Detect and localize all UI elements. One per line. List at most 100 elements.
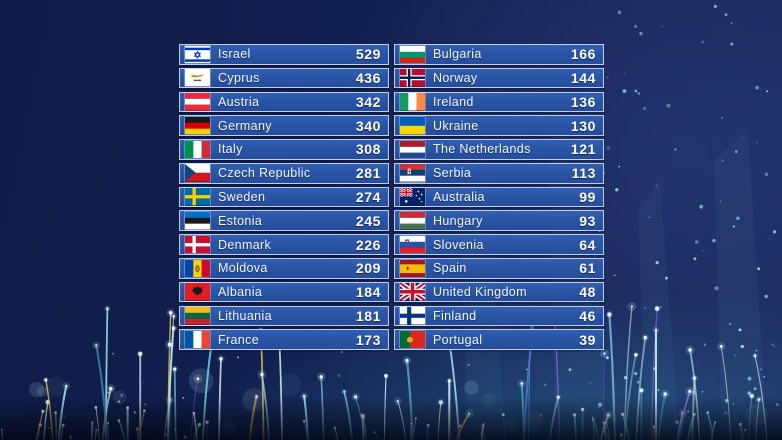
points-value: 436 xyxy=(355,70,381,87)
country-name: Moldova xyxy=(218,261,268,276)
scoreboard: Israel 529 Cyprus 436 Austria 342 Germany 340 It… xyxy=(179,44,604,350)
points-value: 99 xyxy=(579,188,596,205)
country-name: Germany xyxy=(218,118,272,133)
country-name: Hungary xyxy=(433,213,483,228)
points-value: 529 xyxy=(355,46,381,63)
score-row: Slovenia 64 xyxy=(394,234,604,255)
points-value: 121 xyxy=(570,141,596,158)
points-value: 226 xyxy=(355,236,381,253)
score-row: Norway 144 xyxy=(394,67,604,89)
country-name: Australia xyxy=(433,189,485,204)
score-row: Spain 61 xyxy=(394,258,604,279)
score-row: Ukraine 130 xyxy=(394,115,604,136)
country-name: Sweden xyxy=(218,189,266,204)
score-row: Denmark 226 xyxy=(179,234,389,255)
score-row: Cyprus 436 xyxy=(179,67,389,89)
flag-ukraine-icon xyxy=(400,116,425,135)
flag-finland-icon xyxy=(400,307,425,325)
country-name: Czech Republic xyxy=(218,166,311,181)
score-row: Italy 308 xyxy=(179,139,389,160)
points-value: 342 xyxy=(355,93,381,110)
points-value: 308 xyxy=(355,141,381,158)
country-name: France xyxy=(218,332,260,347)
country-name: Spain xyxy=(433,261,467,276)
points-value: 39 xyxy=(579,331,596,348)
points-value: 136 xyxy=(570,93,596,110)
score-row: Bulgaria 166 xyxy=(394,44,604,65)
flag-slovenia-icon xyxy=(400,235,425,254)
flag-sweden-icon xyxy=(185,188,210,206)
flag-spain-icon xyxy=(400,259,425,278)
points-value: 274 xyxy=(355,188,381,205)
flag-germany-icon xyxy=(185,116,210,135)
flag-bulgaria-icon xyxy=(400,45,425,64)
country-name: Serbia xyxy=(433,166,472,181)
score-row: Austria 342 xyxy=(179,91,389,113)
points-value: 130 xyxy=(570,117,596,134)
points-value: 93 xyxy=(579,212,596,229)
flag-france-icon xyxy=(185,330,210,349)
score-row: Sweden 274 xyxy=(179,186,389,208)
points-value: 340 xyxy=(355,117,381,134)
flag-lithuania-icon xyxy=(185,307,210,325)
flag-australia-icon xyxy=(400,188,425,206)
flag-israel-icon xyxy=(185,45,210,64)
country-name: Bulgaria xyxy=(433,47,482,62)
country-name: Ukraine xyxy=(433,118,479,133)
points-value: 173 xyxy=(355,331,381,348)
flag-united-kingdom-icon xyxy=(400,283,425,301)
points-value: 281 xyxy=(355,165,381,182)
points-value: 184 xyxy=(355,284,381,301)
flag-cyprus-icon xyxy=(185,69,210,87)
flag-czech-republic-icon xyxy=(185,164,210,182)
score-row: United Kingdom 48 xyxy=(394,281,604,303)
flag-italy-icon xyxy=(185,140,210,159)
score-row: Serbia 113 xyxy=(394,162,604,184)
country-name: Estonia xyxy=(218,213,263,228)
points-value: 64 xyxy=(579,236,596,253)
country-name: United Kingdom xyxy=(433,285,527,300)
flag-austria-icon xyxy=(185,93,210,111)
points-value: 61 xyxy=(579,260,596,277)
score-column-1: Israel 529 Cyprus 436 Austria 342 Germany 340 It… xyxy=(179,44,389,350)
country-name: Ireland xyxy=(433,94,474,109)
score-row: Portugal 39 xyxy=(394,329,604,350)
flag-denmark-icon xyxy=(185,235,210,254)
country-name: Slovenia xyxy=(433,237,484,252)
flag-albania-icon xyxy=(185,283,210,301)
country-name: Italy xyxy=(218,142,243,157)
points-value: 113 xyxy=(571,165,596,182)
score-column-2: Bulgaria 166 Norway 144 Ireland 136 Ukraine 130… xyxy=(394,44,604,350)
score-row: Ireland 136 xyxy=(394,91,604,113)
country-name: Israel xyxy=(218,47,251,62)
score-row: Israel 529 xyxy=(179,44,389,65)
points-value: 46 xyxy=(579,307,596,324)
score-row: Estonia 245 xyxy=(179,210,389,232)
score-row: The Netherlands 121 xyxy=(394,139,604,160)
country-name: Lithuania xyxy=(218,308,272,323)
flag-norway-icon xyxy=(400,69,425,87)
flag-serbia-icon xyxy=(400,164,425,182)
country-name: The Netherlands xyxy=(433,142,531,157)
flag-ireland-icon xyxy=(400,93,425,111)
points-value: 48 xyxy=(579,284,596,301)
score-row: Albania 184 xyxy=(179,281,389,303)
score-row: Lithuania 181 xyxy=(179,305,389,327)
score-row: Australia 99 xyxy=(394,186,604,208)
flag-portugal-icon xyxy=(400,330,425,349)
country-name: Cyprus xyxy=(218,71,260,86)
country-name: Finland xyxy=(433,308,477,323)
country-name: Albania xyxy=(218,285,263,300)
points-value: 245 xyxy=(355,212,381,229)
flag-netherlands-icon xyxy=(400,140,425,159)
score-row: Finland 46 xyxy=(394,305,604,327)
points-value: 166 xyxy=(570,46,596,63)
score-row: Germany 340 xyxy=(179,115,389,136)
country-name: Portugal xyxy=(433,332,483,347)
score-row: Hungary 93 xyxy=(394,210,604,232)
flag-estonia-icon xyxy=(185,212,210,230)
country-name: Austria xyxy=(218,94,260,109)
points-value: 144 xyxy=(570,70,596,87)
country-name: Denmark xyxy=(218,237,272,252)
flag-hungary-icon xyxy=(400,212,425,230)
